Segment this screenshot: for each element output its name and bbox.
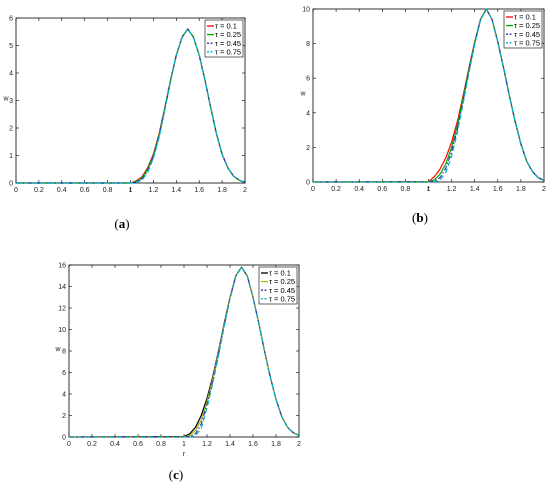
y-tick-label: 3 bbox=[9, 98, 13, 105]
legend-label: τ = 0.25 bbox=[215, 30, 241, 39]
legend: τ = 0.1τ = 0.25τ = 0.45τ = 0.75 bbox=[503, 10, 543, 49]
x-tick-label: 1.2 bbox=[149, 187, 159, 194]
x-tick-label: 1 bbox=[129, 187, 133, 194]
legend: τ = 0.1τ = 0.25τ = 0.45τ = 0.75 bbox=[204, 19, 244, 58]
x-tick-label: 1.6 bbox=[248, 441, 258, 448]
x-tick-label: 0.2 bbox=[331, 186, 341, 193]
y-tick-label: 4 bbox=[306, 110, 310, 117]
series-line-3 bbox=[16, 28, 246, 184]
y-tick-label: 10 bbox=[58, 327, 66, 334]
y-tick-label: 0 bbox=[306, 180, 310, 187]
legend-label: τ = 0.75 bbox=[215, 47, 241, 56]
x-tick-label: 1.6 bbox=[194, 187, 204, 194]
x-tick-label: 1.4 bbox=[225, 441, 235, 448]
x-tick-label: 0.2 bbox=[87, 441, 97, 448]
x-tick-label: 0.6 bbox=[80, 187, 90, 194]
y-tick-label: 10 bbox=[302, 7, 310, 14]
x-tick-label: 0.8 bbox=[103, 187, 113, 194]
x-tick-label: 0.4 bbox=[110, 441, 120, 448]
x-tick-label: 0.8 bbox=[401, 186, 411, 193]
legend-label: τ = 0.45 bbox=[514, 30, 540, 39]
legend-label: τ = 0.25 bbox=[514, 21, 540, 30]
y-axis-label: w bbox=[2, 96, 9, 103]
chart-panel-c: 0 0.2 0.4 0.6 0.8 1 1.2 1.4 1.6 1.8 2 0 2 4 6 8 10 12 14 16… bbox=[54, 263, 301, 483]
y-tick-label: 0 bbox=[9, 181, 13, 188]
x-tick-label: 2 bbox=[243, 187, 247, 194]
x-tick-label: 2 bbox=[542, 186, 546, 193]
y-tick-label: 14 bbox=[58, 284, 66, 291]
panel-caption: (c) bbox=[169, 467, 183, 482]
x-tick-label: 1 bbox=[427, 186, 431, 193]
y-tick-label: 6 bbox=[62, 370, 66, 377]
chart-panel-b: 0 0.2 0.4 0.6 0.8 1 1.2 1.4 1.6 1.8 2 0 2 4 6 8 10 r w τ = … bbox=[299, 7, 546, 226]
y-tick-label: 5 bbox=[9, 43, 13, 50]
x-tick-label: 0 bbox=[311, 186, 315, 193]
x-tick-label: 0.4 bbox=[57, 187, 67, 194]
y-tick-label: 2 bbox=[306, 145, 310, 152]
x-axis-label: r bbox=[129, 187, 132, 194]
legend-label: τ = 0.1 bbox=[514, 13, 536, 22]
y-tick-label: 8 bbox=[62, 349, 66, 356]
y-tick-label: 0 bbox=[62, 435, 66, 442]
y-tick-label: 4 bbox=[9, 71, 13, 78]
x-tick-label: 1.8 bbox=[217, 187, 227, 194]
x-tick-label: 1.4 bbox=[171, 187, 181, 194]
x-tick-label: 0 bbox=[67, 441, 71, 448]
x-axis-label: r bbox=[183, 451, 186, 458]
x-tick-label: 1 bbox=[182, 441, 186, 448]
y-tick-label: 8 bbox=[306, 41, 310, 48]
legend-label: τ = 0.1 bbox=[269, 269, 291, 278]
legend-label: τ = 0.1 bbox=[215, 22, 237, 31]
y-tick-label: 12 bbox=[58, 306, 66, 313]
x-tick-label: 1.6 bbox=[493, 186, 503, 193]
x-tick-label: 0.6 bbox=[133, 441, 143, 448]
x-tick-label: 0.6 bbox=[377, 186, 387, 193]
x-tick-label: 1.2 bbox=[447, 186, 457, 193]
x-tick-label: 0 bbox=[14, 187, 18, 194]
y-tick-label: 1 bbox=[9, 153, 13, 160]
legend-label: τ = 0.75 bbox=[514, 38, 540, 47]
legend-label: τ = 0.75 bbox=[269, 294, 295, 303]
y-tick-label: 6 bbox=[306, 76, 310, 83]
x-tick-label: 1.8 bbox=[271, 441, 281, 448]
y-axis-label: w bbox=[299, 91, 306, 98]
panel-caption: (a) bbox=[114, 216, 129, 231]
legend-label: τ = 0.25 bbox=[269, 277, 295, 286]
y-tick-label: 2 bbox=[9, 126, 13, 133]
legend-label: τ = 0.45 bbox=[269, 286, 295, 295]
series-line-3 bbox=[313, 8, 545, 183]
x-tick-label: 1.8 bbox=[516, 186, 526, 193]
y-tick-label: 6 bbox=[9, 16, 13, 23]
y-tick-label: 2 bbox=[62, 413, 66, 420]
legend: τ = 0.1τ = 0.25τ = 0.45τ = 0.75 bbox=[258, 266, 298, 305]
x-axis-label: r bbox=[427, 186, 430, 193]
panel-caption: (b) bbox=[412, 210, 428, 225]
y-tick-label: 4 bbox=[62, 392, 66, 399]
y-axis-label: w bbox=[54, 346, 61, 353]
x-tick-label: 1.2 bbox=[202, 441, 212, 448]
x-tick-label: 2 bbox=[297, 441, 301, 448]
x-tick-label: 0.4 bbox=[354, 186, 364, 193]
x-tick-label: 0.8 bbox=[156, 441, 166, 448]
x-tick-label: 1.4 bbox=[470, 186, 480, 193]
y-tick-label: 16 bbox=[58, 263, 66, 270]
legend-label: τ = 0.45 bbox=[215, 39, 241, 48]
series-line-3 bbox=[69, 266, 300, 438]
chart-panel-a: 0 0.2 0.4 0.6 0.8 1 1.2 1.4 1.6 1.8 2 0 1 2 3 4 5 6 r w τ = … bbox=[2, 16, 247, 232]
x-tick-label: 0.2 bbox=[34, 187, 44, 194]
